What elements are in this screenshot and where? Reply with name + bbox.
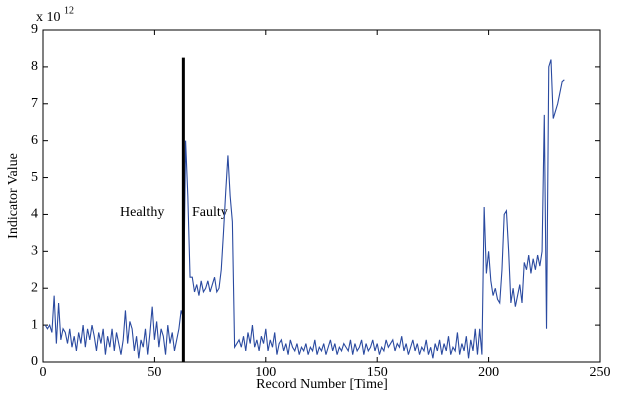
x-tick-label: 150	[367, 365, 388, 380]
y-tick-label: 6	[31, 133, 38, 148]
x-axis-label: Record Number [Time]	[256, 377, 388, 392]
x-tick-label: 200	[478, 365, 499, 380]
data-line	[44, 59, 565, 359]
x-tick-label: 50	[147, 365, 161, 380]
x-tick-label: 0	[40, 365, 47, 380]
exponent-base: x 10	[36, 10, 61, 25]
y-tick-label: 5	[31, 170, 38, 185]
annotation: Faulty	[192, 205, 228, 220]
y-tick-label: 3	[31, 244, 38, 259]
plot-frame	[42, 29, 601, 363]
y-tick-label: 0	[31, 354, 38, 369]
y-tick-label: 7	[31, 96, 38, 111]
y-tick-label: 4	[31, 207, 38, 222]
y-tick-label: 8	[31, 59, 38, 74]
y-tick-label: 9	[31, 22, 38, 37]
x-tick-label: 250	[590, 365, 611, 380]
exponent-power: 12	[64, 5, 74, 16]
y-axis-label: Indicator Value	[6, 153, 21, 239]
x-tick-label: 100	[255, 365, 276, 380]
y-tick-label: 1	[31, 317, 38, 332]
annotation: Healthy	[120, 205, 164, 220]
y-tick-label: 2	[31, 280, 38, 295]
